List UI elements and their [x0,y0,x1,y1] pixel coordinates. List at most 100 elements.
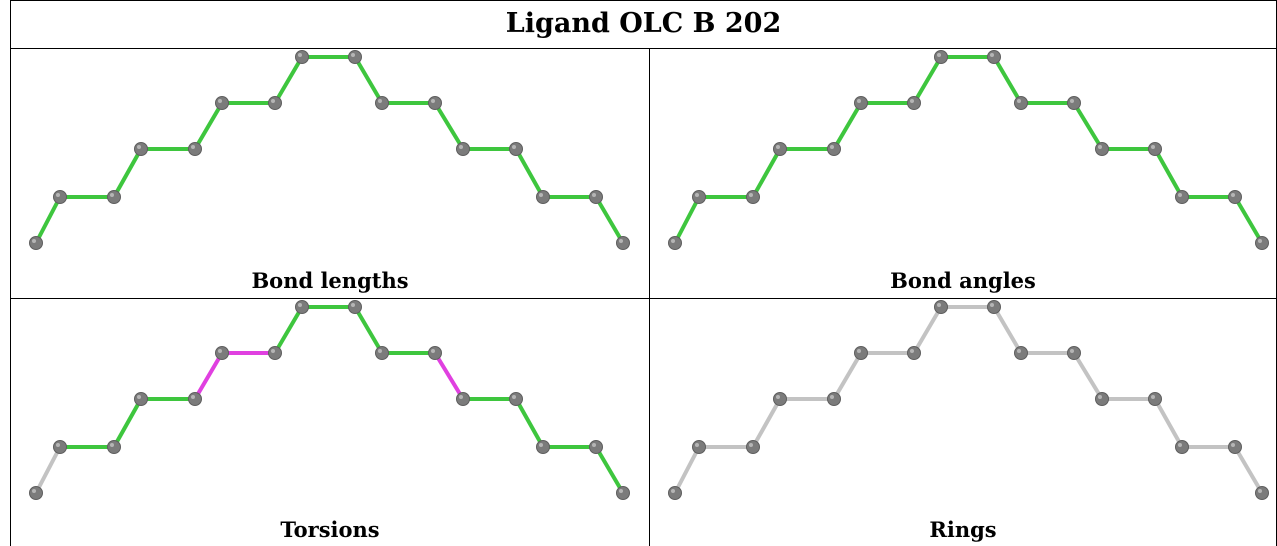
molecule-rings [668,300,1269,500]
bond-14 [594,445,625,495]
bond-0 [34,445,62,495]
atom-11 [456,392,470,406]
atom-5 [215,96,229,110]
atom-8 [987,300,1001,314]
bond-12 [514,147,545,199]
atom-9 [1014,96,1028,110]
atom-9 [375,346,389,360]
bond-12 [514,397,545,449]
bond-2 [751,147,782,199]
bond-10 [1072,351,1104,401]
atom-9 [1014,346,1028,360]
atom-highlight-11 [459,145,463,149]
atom-7 [934,50,948,64]
atom-13 [1175,190,1189,204]
atom-highlight-1 [56,193,60,197]
atom-highlight-14 [1231,443,1235,447]
atom-highlight-7 [937,303,941,307]
atom-highlight-11 [459,395,463,399]
caption-rings: Rings [929,517,997,542]
bond-4 [193,101,224,151]
atom-highlight-3 [137,395,141,399]
atom-highlight-5 [218,349,222,353]
atom-8 [348,50,362,64]
atom-highlight-11 [1098,145,1102,149]
caption-torsions: Torsions [280,517,380,542]
panel-rings: Rings [650,299,1276,546]
atom-highlight-15 [619,239,623,243]
atom-highlight-4 [191,145,195,149]
atom-6 [268,346,282,360]
atom-10 [1067,346,1081,360]
bond-8 [353,55,384,105]
atom-8 [348,300,362,314]
atom-11 [1095,142,1109,156]
atom-11 [456,142,470,156]
bond-2 [751,397,782,449]
bond-0 [673,195,701,245]
atom-highlight-4 [830,395,834,399]
bond-12 [1153,397,1184,449]
atom-7 [295,300,309,314]
atom-12 [1148,392,1162,406]
atom-highlight-1 [56,443,60,447]
atom-highlight-13 [539,193,543,197]
atom-1 [692,440,706,454]
atom-6 [907,346,921,360]
atom-highlight-10 [1070,349,1074,353]
bond-14 [1233,445,1264,495]
atom-13 [536,440,550,454]
atom-highlight-2 [749,193,753,197]
atom-highlight-10 [1070,99,1074,103]
atom-5 [854,346,868,360]
atom-8 [987,50,1001,64]
atom-highlight-15 [1258,239,1262,243]
atom-highlight-5 [218,99,222,103]
bond-0 [673,445,701,495]
atom-7 [295,50,309,64]
caption-bond-angles: Bond angles [890,268,1036,293]
atom-4 [188,142,202,156]
atom-10 [428,96,442,110]
ligand-title: Ligand OLC B 202 [505,8,782,39]
atom-highlight-12 [1151,395,1155,399]
atom-highlight-9 [1017,349,1021,353]
atom-3 [134,392,148,406]
atom-13 [1175,440,1189,454]
atom-highlight-2 [110,443,114,447]
atom-2 [107,440,121,454]
atom-highlight-13 [1178,443,1182,447]
atom-highlight-1 [695,443,699,447]
atom-2 [107,190,121,204]
atom-15 [616,486,630,500]
atom-0 [29,236,43,250]
bond-10 [433,351,465,401]
atom-12 [509,142,523,156]
atom-highlight-5 [857,99,861,103]
divider-middle [10,298,1277,299]
atom-14 [1228,190,1242,204]
atom-highlight-0 [671,239,675,243]
atom-highlight-8 [990,53,994,57]
bond-2 [112,397,143,449]
bond-4 [832,351,863,401]
atom-highlight-7 [937,53,941,57]
atom-0 [668,486,682,500]
atom-10 [428,346,442,360]
atom-4 [827,142,841,156]
atom-highlight-2 [110,193,114,197]
atom-highlight-6 [271,349,275,353]
atom-highlight-12 [512,145,516,149]
atom-highlight-12 [1151,145,1155,149]
atom-highlight-11 [1098,395,1102,399]
bond-6 [912,55,943,105]
atom-highlight-12 [512,395,516,399]
atom-highlight-9 [1017,99,1021,103]
atom-7 [934,300,948,314]
atom-highlight-0 [32,489,36,493]
bond-8 [992,305,1023,355]
bond-2 [112,147,143,199]
bond-10 [433,101,465,151]
caption-bond-lengths: Bond lengths [251,268,409,293]
atom-highlight-10 [431,349,435,353]
